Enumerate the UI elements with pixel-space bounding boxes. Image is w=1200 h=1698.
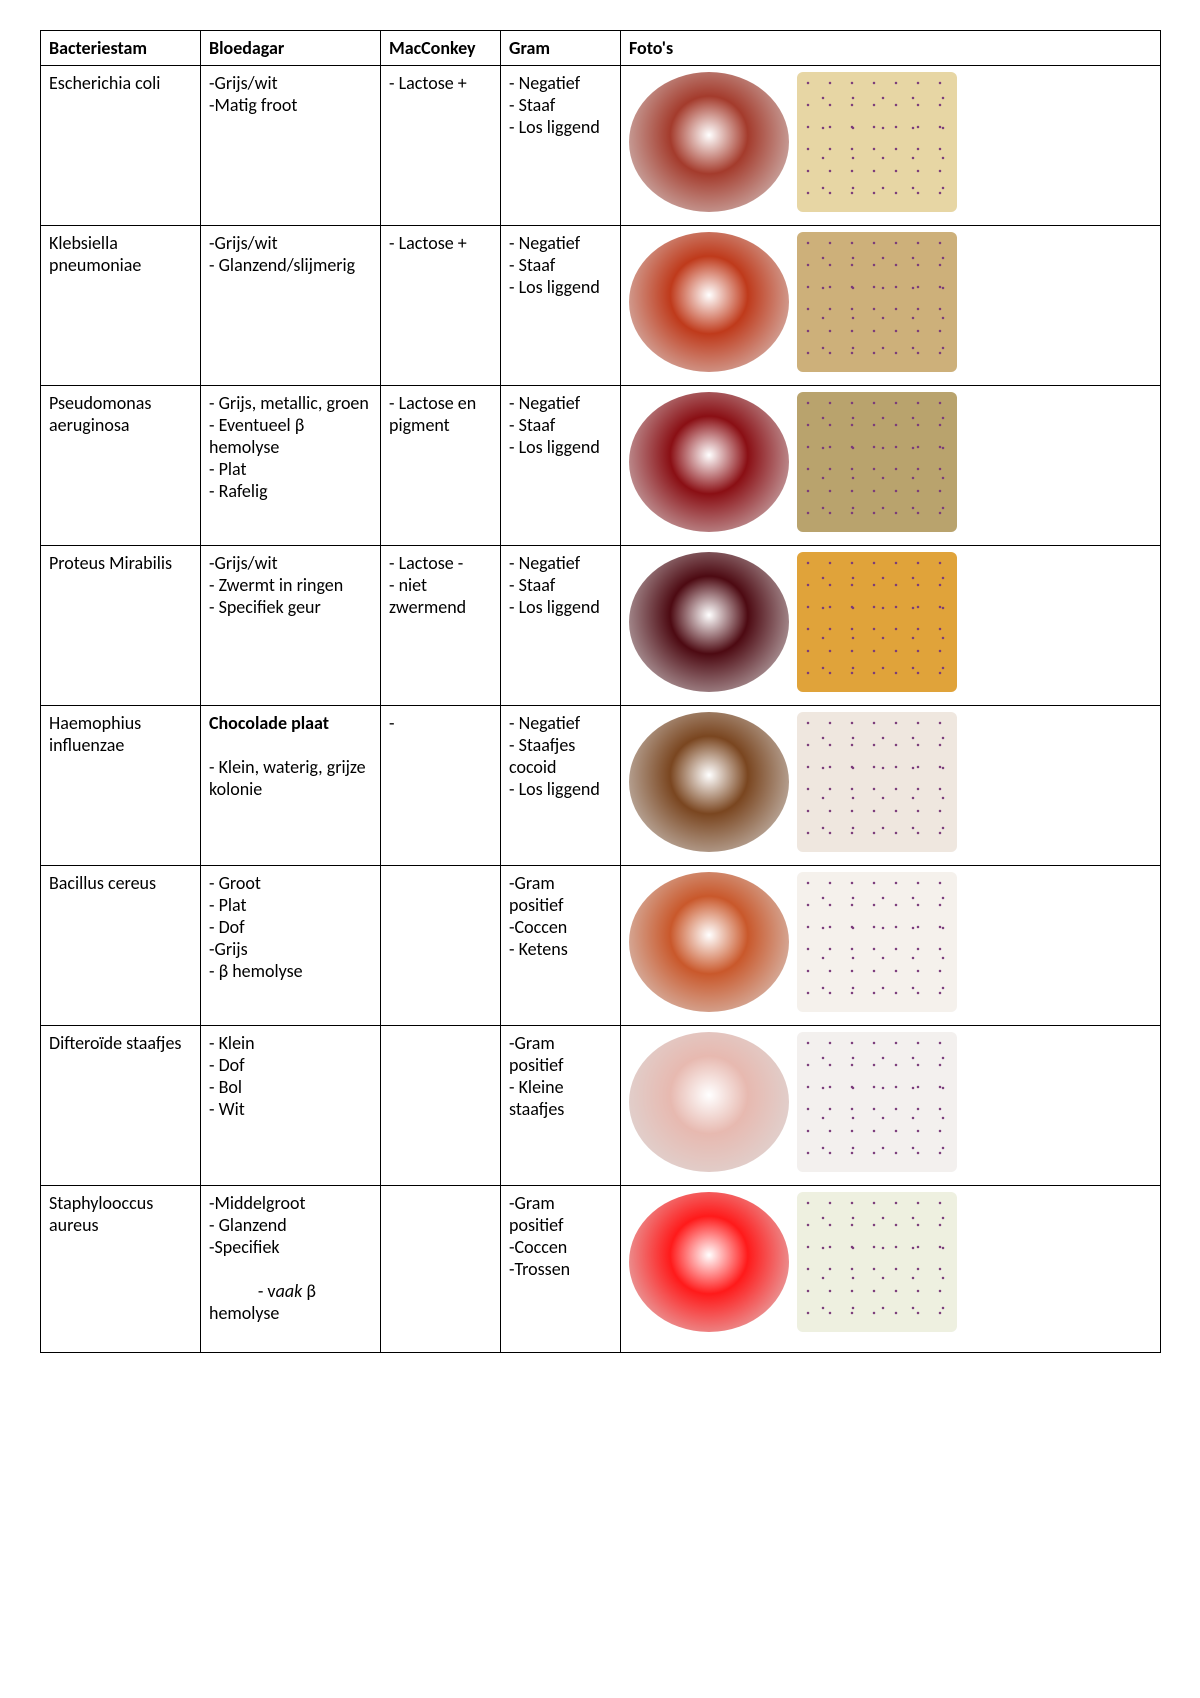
col-bacteriestam: Bacteriestam: [41, 31, 201, 66]
col-bloedagar: Bloedagar: [201, 31, 381, 66]
table-row: Proteus Mirabilis -Grijs/wit - Zwermt in…: [41, 546, 1161, 706]
table-header-row: Bacteriestam Bloedagar MacConkey Gram Fo…: [41, 31, 1161, 66]
cell-gram: - Negatief - Staaf - Los liggend: [501, 66, 621, 226]
plate-photo: [629, 872, 789, 1012]
cell-gram: - Negatief - Staaf - Los liggend: [501, 226, 621, 386]
gram-photo: [797, 712, 957, 852]
cell-macconkey: [381, 1186, 501, 1353]
cell-macconkey: - Lactose en pigment: [381, 386, 501, 546]
plate-photo: [629, 712, 789, 852]
cell-gram: -Gram positief -Coccen -Trossen: [501, 1186, 621, 1353]
cell-macconkey: - Lactose +: [381, 66, 501, 226]
table-row: Pseudomonas aeruginosa - Grijs, metallic…: [41, 386, 1161, 546]
cell-gram: - Negatief - Staaf - Los liggend: [501, 386, 621, 546]
cell-photos: [621, 386, 1161, 546]
cell-bloedagar: -Grijs/wit - Zwermt in ringen - Specifie…: [201, 546, 381, 706]
cell-bloedagar: - Groot - Plat - Dof -Grijs - β hemolyse: [201, 866, 381, 1026]
gram-photo: [797, 872, 957, 1012]
plate-photo: [629, 392, 789, 532]
cell-photos: [621, 706, 1161, 866]
cell-macconkey: - Lactose - - niet zwermend: [381, 546, 501, 706]
cell-photos: [621, 1186, 1161, 1353]
cell-bloedagar: Chocolade plaat - Klein, waterig, grijze…: [201, 706, 381, 866]
cell-bloedagar: -Grijs/wit -Matig froot: [201, 66, 381, 226]
cell-photos: [621, 546, 1161, 706]
cell-gram: - Negatief - Staafjes cocoid - Los ligge…: [501, 706, 621, 866]
col-fotos: Foto's: [621, 31, 1161, 66]
cell-bloedagar: -Middelgroot - Glanzend -Specifiek - vaa…: [201, 1186, 381, 1353]
table-row: Bacillus cereus - Groot - Plat - Dof -Gr…: [41, 866, 1161, 1026]
gram-photo: [797, 72, 957, 212]
cell-macconkey: [381, 866, 501, 1026]
bloedagar-bold: Chocolade plaat: [209, 712, 329, 734]
cell-bloedagar: - Klein - Dof - Bol - Wit: [201, 1026, 381, 1186]
cell-bacteriestam: Bacillus cereus: [41, 866, 201, 1026]
plate-photo: [629, 72, 789, 212]
cell-bloedagar: -Grijs/wit - Glanzend/slijmerig: [201, 226, 381, 386]
cell-photos: [621, 1026, 1161, 1186]
gram-photo: [797, 1032, 957, 1172]
cell-bacteriestam: Klebsiella pneumoniae: [41, 226, 201, 386]
gram-photo: [797, 552, 957, 692]
cell-bacteriestam: Haemophius influenzae: [41, 706, 201, 866]
table-row: Haemophius influenzae Chocolade plaat - …: [41, 706, 1161, 866]
cell-macconkey: [381, 1026, 501, 1186]
table-row: Staphylooccus aureus -Middelgroot - Glan…: [41, 1186, 1161, 1353]
cell-photos: [621, 66, 1161, 226]
col-macconkey: MacConkey: [381, 31, 501, 66]
gram-photo: [797, 1192, 957, 1332]
cell-bacteriestam: Staphylooccus aureus: [41, 1186, 201, 1353]
gram-photo: [797, 232, 957, 372]
bacteria-table: Bacteriestam Bloedagar MacConkey Gram Fo…: [40, 30, 1161, 1353]
cell-photos: [621, 226, 1161, 386]
table-row: Difteroïde staafjes - Klein - Dof - Bol …: [41, 1026, 1161, 1186]
cell-gram: -Gram positief - Kleine staafjes: [501, 1026, 621, 1186]
plate-photo: [629, 1032, 789, 1172]
table-row: Escherichia coli -Grijs/wit -Matig froot…: [41, 66, 1161, 226]
col-gram: Gram: [501, 31, 621, 66]
cell-photos: [621, 866, 1161, 1026]
cell-bloedagar: - Grijs, metallic, groen - Eventueel β h…: [201, 386, 381, 546]
plate-photo: [629, 552, 789, 692]
gram-photo: [797, 392, 957, 532]
cell-gram: -Gram positief -Coccen - Ketens: [501, 866, 621, 1026]
table-row: Klebsiella pneumoniae -Grijs/wit - Glanz…: [41, 226, 1161, 386]
cell-bacteriestam: Escherichia coli: [41, 66, 201, 226]
plate-photo: [629, 232, 789, 372]
plate-photo: [629, 1192, 789, 1332]
cell-bacteriestam: Pseudomonas aeruginosa: [41, 386, 201, 546]
cell-bacteriestam: Difteroïde staafjes: [41, 1026, 201, 1186]
cell-macconkey: - Lactose +: [381, 226, 501, 386]
cell-gram: - Negatief - Staaf - Los liggend: [501, 546, 621, 706]
cell-bacteriestam: Proteus Mirabilis: [41, 546, 201, 706]
cell-macconkey: -: [381, 706, 501, 866]
